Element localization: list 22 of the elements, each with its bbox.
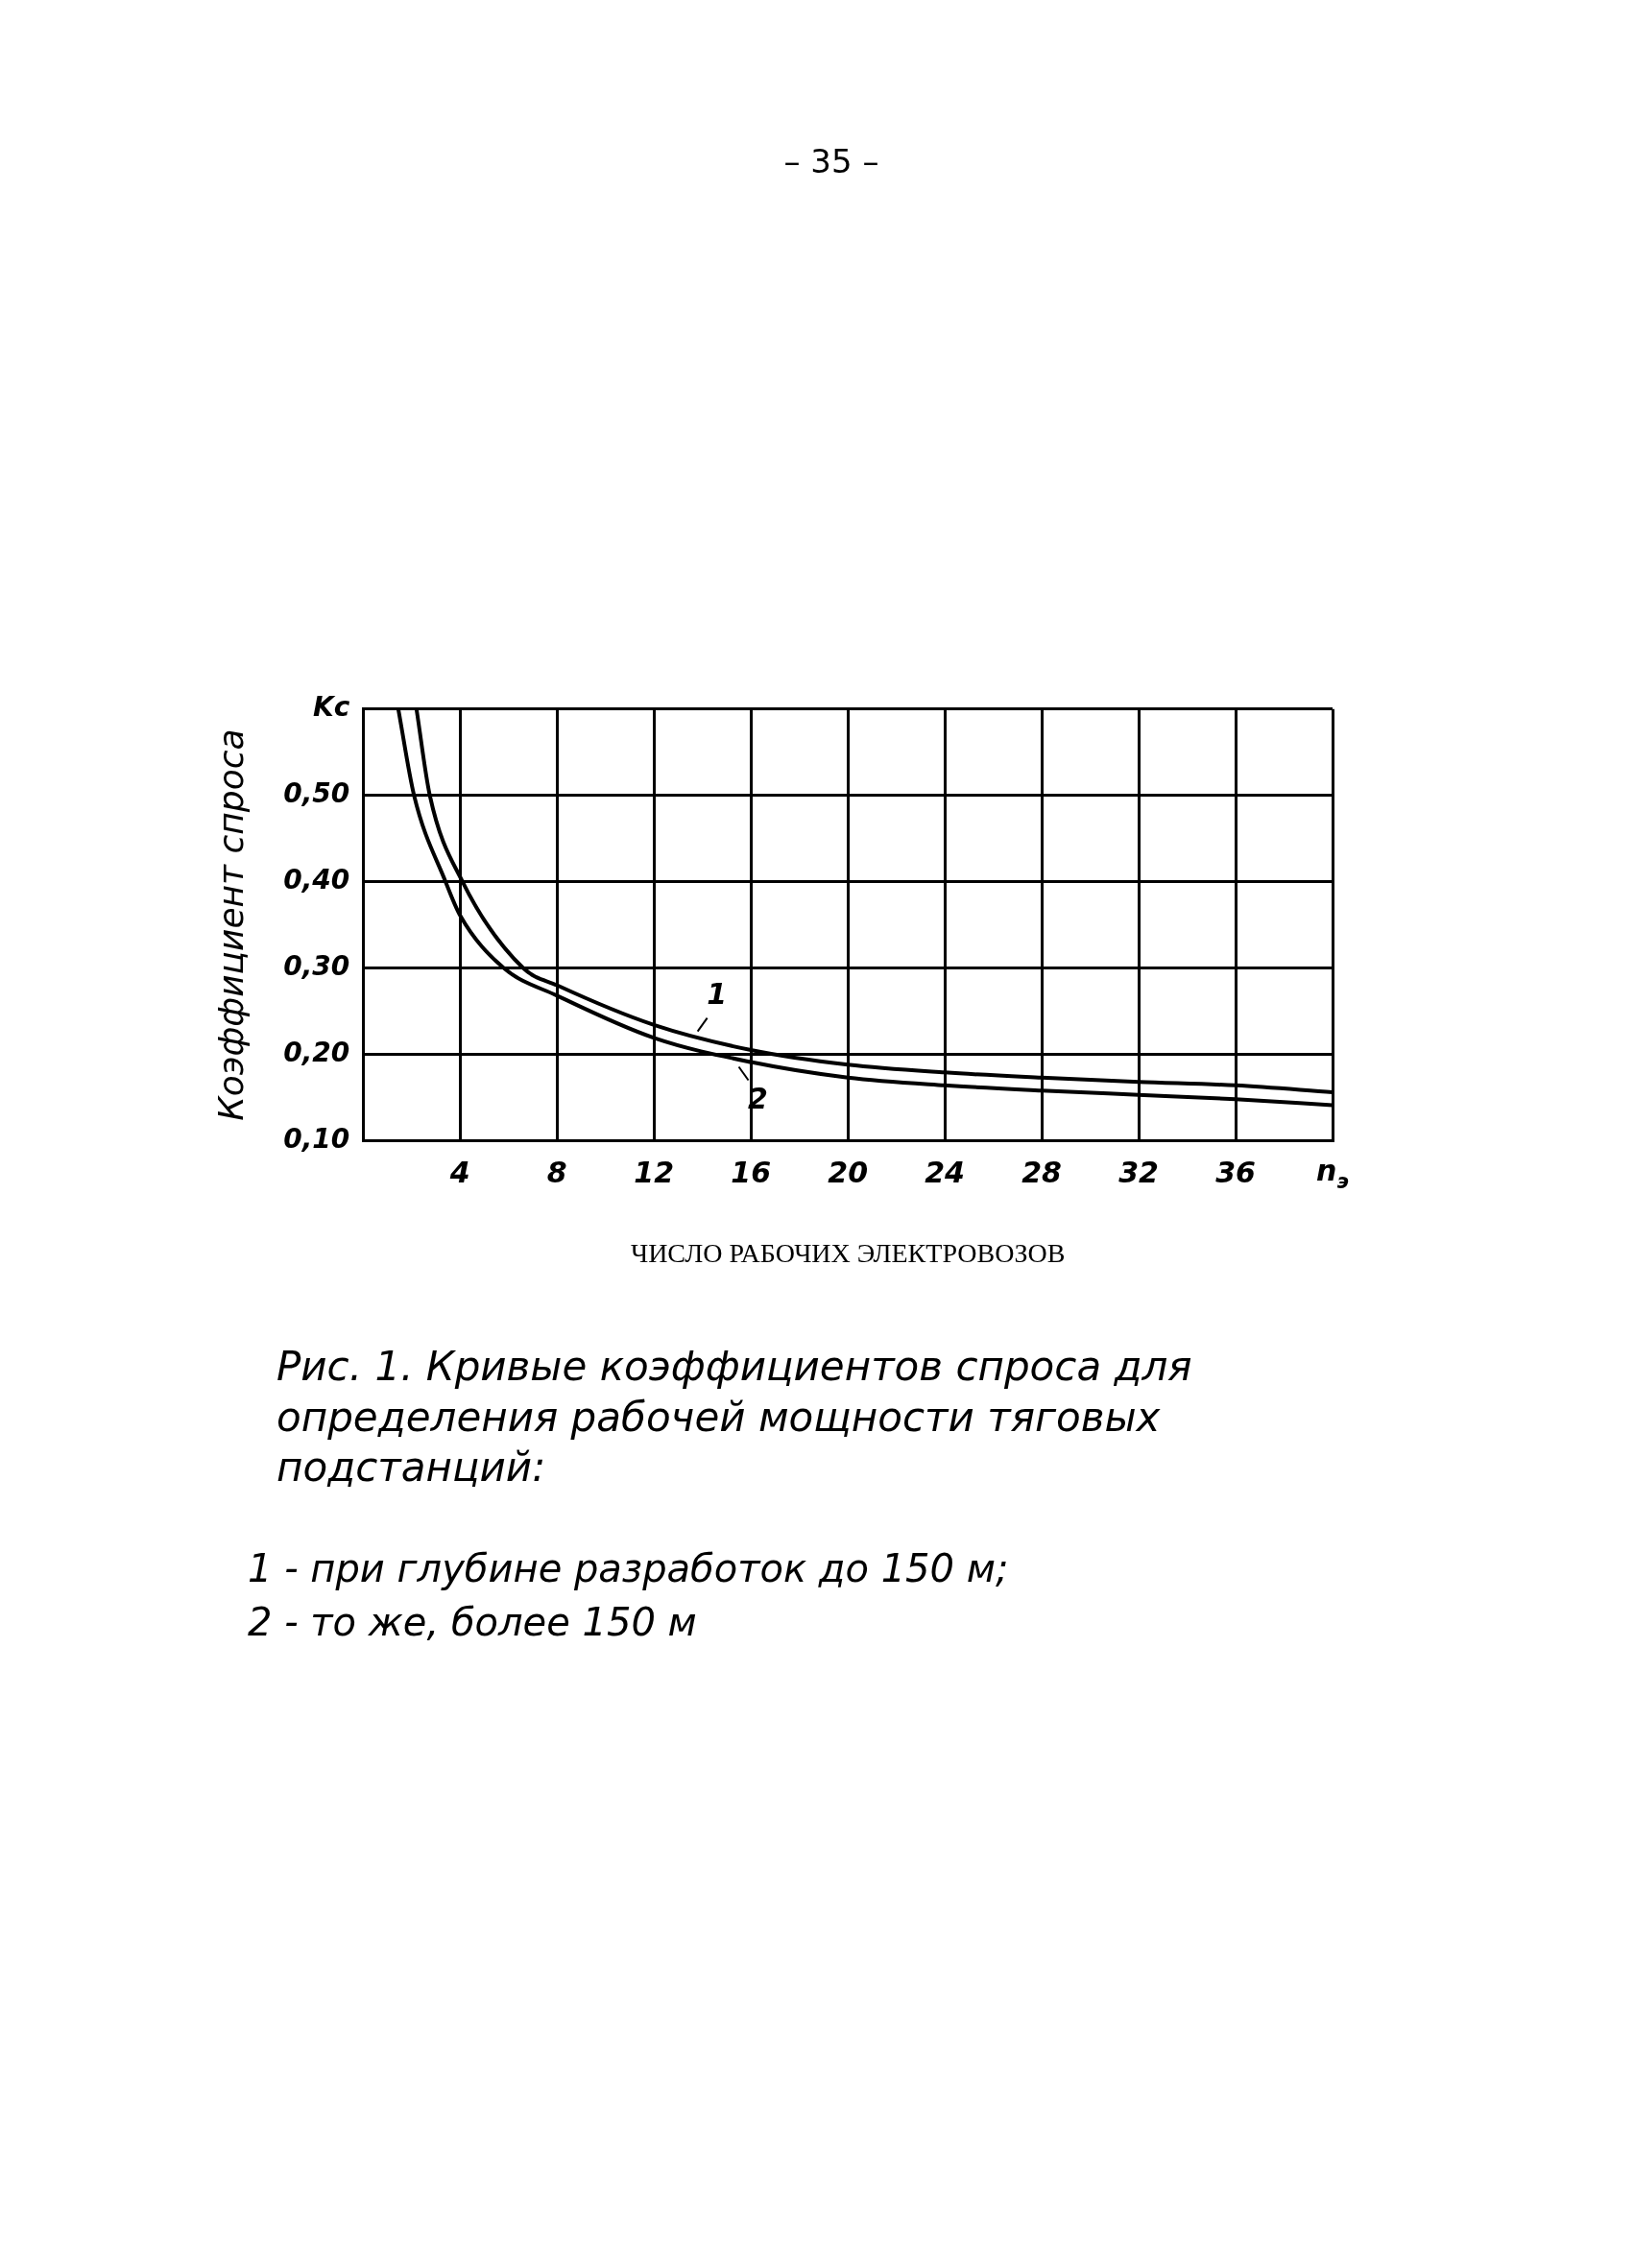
x-tick-label: 24 <box>925 1156 965 1190</box>
x-tick-label: 20 <box>828 1156 869 1190</box>
y-tick-label: 0,20 <box>283 1036 350 1068</box>
x-tick-label: 12 <box>634 1156 675 1190</box>
annotation: 1 <box>707 977 728 1012</box>
text: Рис. 1. Кривые коэффициентов спроса для определения рабочей мощности тяговых подстанций: <box>276 1342 1193 1492</box>
x-tick-label: 32 <box>1118 1156 1159 1190</box>
x-tick-label: 16 <box>731 1156 772 1190</box>
text: 2 - то же, более 150 м <box>248 1598 698 1646</box>
x-axis-title: ЧИСЛО РАБОЧИХ ЭЛЕКТРОВОЗОВ <box>630 1237 1066 1268</box>
x-tick-label: 36 <box>1215 1156 1256 1190</box>
y-tick-label: Kc <box>312 691 350 724</box>
y-tick-label: 0,30 <box>283 949 350 982</box>
x-tick-label: 28 <box>1021 1156 1062 1190</box>
y-tick-label: 0,10 <box>283 1122 350 1155</box>
y-tick-label: 0,50 <box>283 777 350 809</box>
text: – 35 – <box>782 141 880 182</box>
x-tick-label: 8 <box>546 1156 567 1190</box>
y-tick-label: 0,40 <box>283 863 350 895</box>
x-tick-label: 4 <box>448 1156 470 1190</box>
y-axis-title: Коэффициент спроса <box>210 728 251 1121</box>
text: 1 - при глубине разработок до 150 м; <box>248 1544 1010 1592</box>
